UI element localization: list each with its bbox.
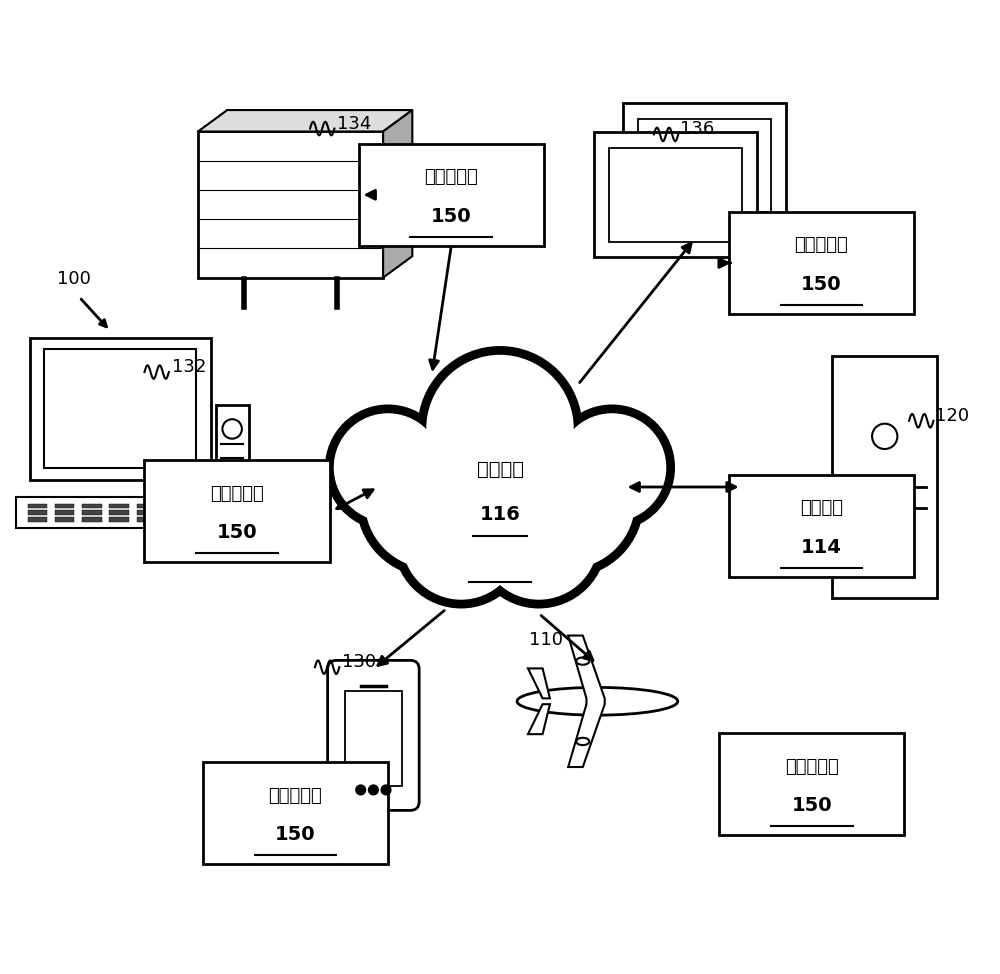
Polygon shape <box>205 121 398 126</box>
Text: 116: 116 <box>480 505 520 524</box>
Bar <box>55 504 74 508</box>
Bar <box>28 510 47 515</box>
Text: 150: 150 <box>275 825 316 844</box>
Circle shape <box>427 356 573 502</box>
Circle shape <box>394 473 528 608</box>
Circle shape <box>493 427 643 577</box>
Polygon shape <box>220 116 405 261</box>
Text: 114: 114 <box>801 538 842 557</box>
FancyBboxPatch shape <box>30 338 211 480</box>
FancyBboxPatch shape <box>359 143 544 245</box>
FancyBboxPatch shape <box>345 691 402 786</box>
Circle shape <box>421 408 579 566</box>
Text: 120: 120 <box>935 407 970 425</box>
Bar <box>137 517 156 522</box>
Ellipse shape <box>576 657 589 664</box>
Text: 134: 134 <box>337 115 372 132</box>
FancyBboxPatch shape <box>198 131 383 278</box>
Text: 150: 150 <box>217 523 257 543</box>
Text: 150: 150 <box>431 206 472 226</box>
Text: 控制模块: 控制模块 <box>800 500 843 517</box>
Bar <box>82 504 102 508</box>
Text: 视觉指示器: 视觉指示器 <box>269 787 322 805</box>
Bar <box>82 517 102 522</box>
FancyBboxPatch shape <box>729 212 914 314</box>
Text: 视觉指示器: 视觉指示器 <box>210 485 264 503</box>
Circle shape <box>502 435 634 568</box>
Polygon shape <box>528 704 550 734</box>
Bar <box>28 517 47 522</box>
Circle shape <box>558 414 666 521</box>
FancyBboxPatch shape <box>16 497 224 528</box>
Bar <box>109 517 129 522</box>
Circle shape <box>403 482 519 599</box>
Text: 视觉指示器: 视觉指示器 <box>424 169 478 186</box>
Polygon shape <box>568 635 605 768</box>
FancyBboxPatch shape <box>623 103 786 228</box>
Ellipse shape <box>576 738 589 745</box>
Polygon shape <box>198 110 412 131</box>
Bar <box>164 517 183 522</box>
Circle shape <box>326 405 450 530</box>
FancyBboxPatch shape <box>44 349 196 468</box>
Ellipse shape <box>517 688 678 715</box>
Polygon shape <box>213 121 398 267</box>
Bar <box>55 510 74 515</box>
Bar <box>164 510 183 515</box>
Text: 136: 136 <box>680 121 714 138</box>
FancyBboxPatch shape <box>832 356 937 598</box>
FancyBboxPatch shape <box>328 660 419 810</box>
Bar <box>55 517 74 522</box>
Bar <box>137 510 156 515</box>
Text: 130: 130 <box>342 654 376 671</box>
Polygon shape <box>205 127 390 272</box>
FancyBboxPatch shape <box>638 119 771 212</box>
FancyBboxPatch shape <box>609 148 742 242</box>
Text: 数据网络: 数据网络 <box>477 460 524 479</box>
Text: 132: 132 <box>172 358 206 376</box>
Circle shape <box>356 785 366 795</box>
Circle shape <box>366 435 498 568</box>
Polygon shape <box>528 668 550 698</box>
Text: 110: 110 <box>529 631 563 649</box>
Circle shape <box>334 414 442 521</box>
Text: 150: 150 <box>801 275 842 294</box>
Circle shape <box>381 785 391 795</box>
Bar <box>82 510 102 515</box>
Circle shape <box>481 482 597 599</box>
Bar <box>137 504 156 508</box>
Bar <box>191 504 211 508</box>
FancyBboxPatch shape <box>729 474 914 577</box>
Circle shape <box>472 473 606 608</box>
Circle shape <box>430 417 570 557</box>
FancyBboxPatch shape <box>594 132 757 257</box>
Bar <box>109 510 129 515</box>
Polygon shape <box>227 110 412 256</box>
Bar <box>191 510 211 515</box>
Text: 视觉指示器: 视觉指示器 <box>785 758 839 775</box>
FancyBboxPatch shape <box>719 732 904 835</box>
Circle shape <box>872 424 897 449</box>
Polygon shape <box>213 116 405 121</box>
Text: 100: 100 <box>57 271 91 288</box>
Text: 视觉指示器: 视觉指示器 <box>795 237 848 254</box>
Bar <box>164 504 183 508</box>
Circle shape <box>550 405 674 530</box>
Polygon shape <box>198 127 390 131</box>
Bar <box>191 517 211 522</box>
Text: 150: 150 <box>791 796 832 815</box>
Polygon shape <box>383 110 412 278</box>
Bar <box>28 504 47 508</box>
Circle shape <box>369 785 378 795</box>
Circle shape <box>418 347 582 510</box>
Circle shape <box>357 427 507 577</box>
Bar <box>109 504 129 508</box>
Circle shape <box>222 419 242 438</box>
FancyBboxPatch shape <box>216 405 249 487</box>
FancyBboxPatch shape <box>203 762 388 865</box>
FancyBboxPatch shape <box>144 461 330 563</box>
Polygon shape <box>220 110 412 115</box>
